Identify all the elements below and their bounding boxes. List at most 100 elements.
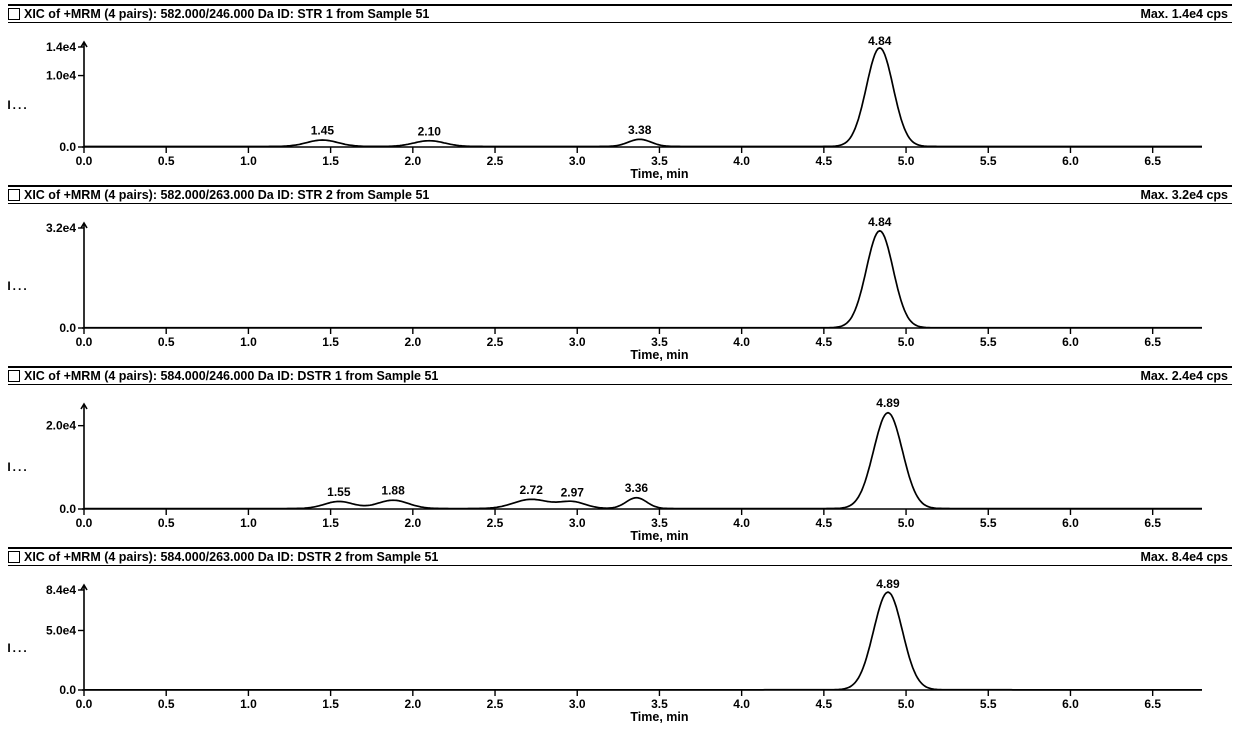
y-axis-label: I...: [8, 210, 28, 362]
svg-text:6.0: 6.0: [1062, 335, 1079, 349]
chromatogram-plot: 0.00.51.01.52.02.53.03.54.04.55.05.56.06…: [28, 572, 1208, 724]
panel-header: XIC of +MRM (4 pairs): 582.000/246.000 D…: [8, 4, 1232, 23]
plot-wrapper: I...0.00.51.01.52.02.53.03.54.04.55.05.5…: [8, 391, 1232, 543]
svg-text:6.0: 6.0: [1062, 154, 1079, 168]
chromatogram-trace: [84, 592, 1202, 690]
svg-text:5.5: 5.5: [980, 697, 997, 711]
svg-text:2.0: 2.0: [404, 154, 421, 168]
svg-text:4.5: 4.5: [816, 697, 833, 711]
svg-text:6.0: 6.0: [1062, 516, 1079, 530]
svg-text:5.5: 5.5: [980, 335, 997, 349]
chromatogram-trace: [84, 231, 1202, 328]
panel-marker-icon: [8, 8, 20, 20]
panel-header: XIC of +MRM (4 pairs): 582.000/263.000 D…: [8, 185, 1232, 204]
x-axis-label: Time, min: [630, 348, 688, 362]
x-axis-label: Time, min: [630, 167, 688, 181]
svg-text:5.5: 5.5: [980, 154, 997, 168]
svg-text:1.5: 1.5: [322, 335, 339, 349]
x-axis-label: Time, min: [630, 710, 688, 724]
panel-title-right: Max. 8.4e4 cps: [1140, 550, 1228, 564]
svg-text:6.5: 6.5: [1144, 335, 1161, 349]
chromatogram-plot: 0.0 0.5 1.0 1.5 2.0 2.5 3.0 3.5 4.0 4.5 5.0 5.5 6.0 6…: [28, 210, 1208, 362]
svg-text:1.0: 1.0: [240, 516, 257, 530]
svg-text:5.0: 5.0: [898, 154, 915, 168]
svg-text:3.0: 3.0: [569, 697, 586, 711]
panel-header: XIC of +MRM (4 pairs): 584.000/246.000 D…: [8, 366, 1232, 385]
svg-text:0.0: 0.0: [76, 154, 93, 168]
peak-label: 1.45: [311, 124, 335, 138]
svg-text:3.5: 3.5: [651, 335, 668, 349]
peak-label: 4.89: [876, 396, 900, 410]
svg-text:1.5: 1.5: [322, 697, 339, 711]
plot-wrapper: I... 0.0 0.5 1.0 1.5 2.0 2.5 3.0 3.5 4.0 4.5 5.0 5.5…: [8, 210, 1232, 362]
svg-text:0.0: 0.0: [59, 502, 76, 516]
x-axis-label: Time, min: [630, 529, 688, 543]
svg-text:4.5: 4.5: [816, 335, 833, 349]
panel-title-left: XIC of +MRM (4 pairs): 582.000/246.000 D…: [24, 7, 429, 21]
peak-label: 1.55: [327, 485, 351, 499]
panel-marker-icon: [8, 551, 20, 563]
panel-header: XIC of +MRM (4 pairs): 584.000/263.000 D…: [8, 547, 1232, 566]
panel-title-left: XIC of +MRM (4 pairs): 584.000/263.000 D…: [24, 550, 438, 564]
panel-marker-icon: [8, 370, 20, 382]
svg-text:5.0: 5.0: [898, 516, 915, 530]
svg-text:2.0: 2.0: [404, 335, 421, 349]
y-axis-label: I...: [8, 391, 28, 543]
chromatogram-plot: 0.0 0.5 1.0 1.5 2.0 2.5 3.0 3.5 4.0 4.5 5.0 5.5 6.0 6…: [28, 29, 1208, 181]
svg-text:0.5: 0.5: [158, 335, 175, 349]
svg-text:2.5: 2.5: [487, 697, 504, 711]
y-axis-label: I...: [8, 572, 28, 724]
svg-text:6.5: 6.5: [1144, 516, 1161, 530]
y-axis-label: I...: [8, 29, 28, 181]
svg-text:4.5: 4.5: [816, 516, 833, 530]
peak-label: 4.84: [868, 215, 892, 229]
svg-text:2.5: 2.5: [487, 516, 504, 530]
svg-text:1.0: 1.0: [240, 154, 257, 168]
svg-text:4.5: 4.5: [816, 154, 833, 168]
svg-text:0.5: 0.5: [158, 154, 175, 168]
svg-text:5.5: 5.5: [980, 516, 997, 530]
svg-text:3.2e4: 3.2e4: [46, 221, 76, 235]
svg-text:3.0: 3.0: [569, 154, 586, 168]
svg-text:8.4e4: 8.4e4: [46, 583, 76, 597]
chromatogram-page: XIC of +MRM (4 pairs): 582.000/246.000 D…: [0, 0, 1240, 736]
chromatogram-panel: XIC of +MRM (4 pairs): 582.000/246.000 D…: [8, 4, 1232, 181]
chromatogram-panel: XIC of +MRM (4 pairs): 584.000/263.000 D…: [8, 547, 1232, 724]
svg-text:3.5: 3.5: [651, 154, 668, 168]
svg-text:0.0: 0.0: [76, 335, 93, 349]
svg-text:4.0: 4.0: [733, 154, 750, 168]
svg-text:2.0e4: 2.0e4: [46, 419, 76, 433]
peak-label: 3.36: [625, 481, 649, 495]
svg-text:1.5: 1.5: [322, 154, 339, 168]
peak-label: 2.10: [418, 124, 442, 138]
svg-text:3.0: 3.0: [569, 335, 586, 349]
plot-wrapper: I... 0.0 0.5 1.0 1.5 2.0 2.5 3.0 3.5 4.0 4.5 5.0 5.5…: [8, 29, 1232, 181]
panel-title-right: Max. 1.4e4 cps: [1140, 7, 1228, 21]
chromatogram-plot: 0.00.51.01.52.02.53.03.54.04.55.05.56.06…: [28, 391, 1208, 543]
svg-text:3.0: 3.0: [569, 516, 586, 530]
peak-label: 4.89: [876, 577, 900, 591]
svg-text:2.0: 2.0: [404, 516, 421, 530]
svg-text:2.5: 2.5: [487, 335, 504, 349]
panel-title-right: Max. 3.2e4 cps: [1140, 188, 1228, 202]
peak-label: 4.84: [868, 34, 892, 48]
svg-text:0.5: 0.5: [158, 516, 175, 530]
svg-text:1.0e4: 1.0e4: [46, 69, 76, 83]
svg-text:1.4e4: 1.4e4: [46, 40, 76, 54]
svg-text:2.5: 2.5: [487, 154, 504, 168]
svg-text:6.5: 6.5: [1144, 697, 1161, 711]
svg-text:1.0: 1.0: [240, 335, 257, 349]
chromatogram-panel: XIC of +MRM (4 pairs): 582.000/263.000 D…: [8, 185, 1232, 362]
peak-label: 2.97: [561, 485, 585, 499]
svg-text:0.0: 0.0: [76, 516, 93, 530]
svg-text:6.5: 6.5: [1144, 154, 1161, 168]
panel-marker-icon: [8, 189, 20, 201]
chromatogram-panel: XIC of +MRM (4 pairs): 584.000/246.000 D…: [8, 366, 1232, 543]
panel-title-right: Max. 2.4e4 cps: [1140, 369, 1228, 383]
svg-text:0.0: 0.0: [59, 321, 76, 335]
svg-text:5.0: 5.0: [898, 697, 915, 711]
svg-text:5.0: 5.0: [898, 335, 915, 349]
svg-text:5.0e4: 5.0e4: [46, 623, 76, 637]
svg-text:4.0: 4.0: [733, 335, 750, 349]
svg-text:0.0: 0.0: [59, 683, 76, 697]
